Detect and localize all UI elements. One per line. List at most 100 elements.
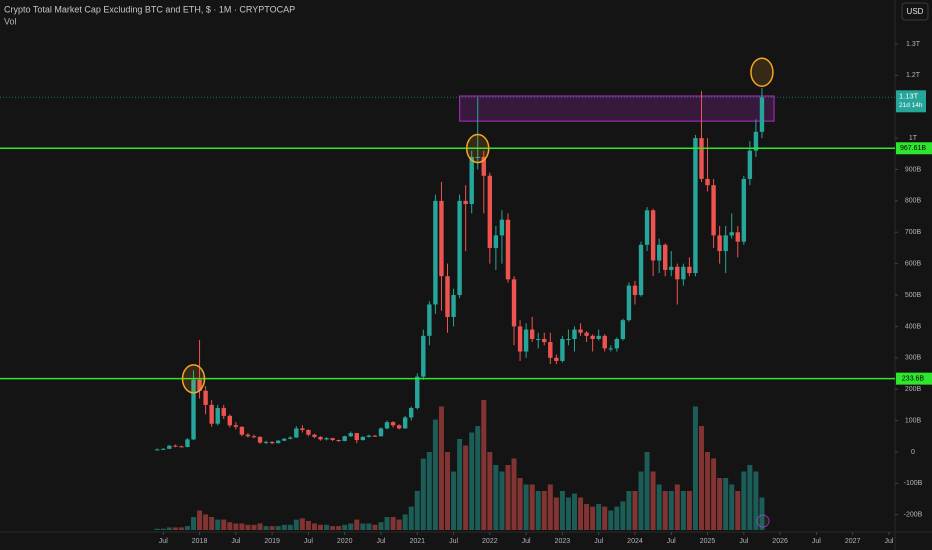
volume-bar xyxy=(650,471,656,530)
candle-body xyxy=(155,449,160,451)
candle-body xyxy=(753,131,759,151)
volume-bar xyxy=(360,523,366,530)
candle-body xyxy=(602,335,607,349)
currency-label[interactable]: USD xyxy=(907,7,924,16)
candle-body xyxy=(457,200,462,296)
candle-body xyxy=(330,438,335,441)
x-tick-label: Jul xyxy=(522,538,531,545)
highlight-circle xyxy=(465,133,490,164)
candle-body xyxy=(536,338,541,340)
candle-body xyxy=(300,428,305,430)
candle-body xyxy=(167,445,172,449)
volume-bar xyxy=(517,478,523,530)
volume-bar xyxy=(584,504,590,530)
x-tick-label: 2022 xyxy=(482,538,498,545)
volume-bar xyxy=(269,526,275,530)
x-tick-label: 2018 xyxy=(192,538,208,545)
candle-body xyxy=(608,348,613,350)
candle-body xyxy=(402,417,408,429)
candle-body xyxy=(324,438,329,440)
volume-bar xyxy=(668,491,674,530)
candle-body xyxy=(294,428,299,438)
candle-body xyxy=(638,244,644,296)
volume-bar xyxy=(705,452,711,530)
candle-body xyxy=(348,433,353,437)
candle-body xyxy=(275,440,281,444)
volume-bar xyxy=(197,510,203,530)
candle-body xyxy=(251,436,257,438)
volume-bar xyxy=(711,458,717,530)
candle-body xyxy=(632,285,638,296)
volume-bar xyxy=(299,518,305,530)
volume-bar xyxy=(215,519,221,530)
candle-body xyxy=(354,433,359,441)
volume-bar xyxy=(686,491,692,530)
candle-body xyxy=(233,425,239,427)
y-tick-label: 600B xyxy=(905,260,922,267)
candle-body xyxy=(481,156,486,176)
candle-body xyxy=(390,422,396,426)
volume-bar xyxy=(638,471,644,530)
volume-bar xyxy=(154,528,160,530)
x-tick-label: 2021 xyxy=(409,538,425,545)
volume-bar xyxy=(281,524,287,530)
volume-bar xyxy=(354,519,360,530)
candle-body xyxy=(735,232,740,242)
candle-body xyxy=(221,408,226,416)
currency-button[interactable] xyxy=(901,2,929,21)
candle-body xyxy=(396,425,402,429)
volume-bar xyxy=(396,519,402,530)
candle-body xyxy=(650,210,656,261)
candle-body xyxy=(663,244,668,270)
level-label-box xyxy=(896,372,932,385)
candle-body xyxy=(693,138,698,274)
volume-bar xyxy=(372,524,378,530)
volume-bar xyxy=(384,517,390,530)
candle-body xyxy=(656,244,662,261)
volume-bar xyxy=(735,491,741,530)
candle-body xyxy=(372,435,378,437)
x-tick-label: Jul xyxy=(449,538,458,545)
candle-body xyxy=(584,332,589,336)
candle-body xyxy=(542,338,547,343)
y-tick-label: 700B xyxy=(905,229,922,236)
countdown-label: 21d 14h xyxy=(899,102,923,109)
volume-bar xyxy=(656,484,662,530)
volume-bar xyxy=(692,406,698,530)
candle-body xyxy=(620,320,626,339)
candle-body xyxy=(723,235,728,252)
x-tick-label: Jul xyxy=(231,538,240,545)
candle-body xyxy=(560,338,565,361)
candle-body xyxy=(451,295,456,318)
volume-bar xyxy=(535,491,541,530)
candle-body xyxy=(717,235,722,252)
candle-body xyxy=(263,441,269,443)
candle-body xyxy=(487,175,493,248)
candle-body xyxy=(245,434,251,437)
volume-bar xyxy=(438,406,444,530)
volume-bar xyxy=(414,491,420,530)
candle-body xyxy=(681,266,686,280)
volume-bar xyxy=(275,526,281,530)
volume-bar xyxy=(747,465,753,530)
candle-body xyxy=(415,376,420,409)
candle-body xyxy=(759,97,765,132)
volume-bar xyxy=(402,514,408,530)
volume-bar xyxy=(698,426,704,530)
candle-body xyxy=(711,185,716,236)
candle-body xyxy=(203,390,208,405)
volume-bar xyxy=(493,465,499,530)
candle-body xyxy=(463,200,468,205)
x-tick-label: 2027 xyxy=(845,538,861,545)
candle-body xyxy=(366,435,372,437)
x-tick-label: 2023 xyxy=(555,538,571,545)
candle-body xyxy=(378,428,384,437)
volume-bar xyxy=(263,526,269,530)
volume-bar xyxy=(390,517,396,530)
volume-bar xyxy=(541,491,547,530)
candle-body xyxy=(523,329,529,352)
candle-body xyxy=(215,408,220,424)
x-tick-label: Jul xyxy=(304,538,313,545)
candle-body xyxy=(209,404,214,424)
